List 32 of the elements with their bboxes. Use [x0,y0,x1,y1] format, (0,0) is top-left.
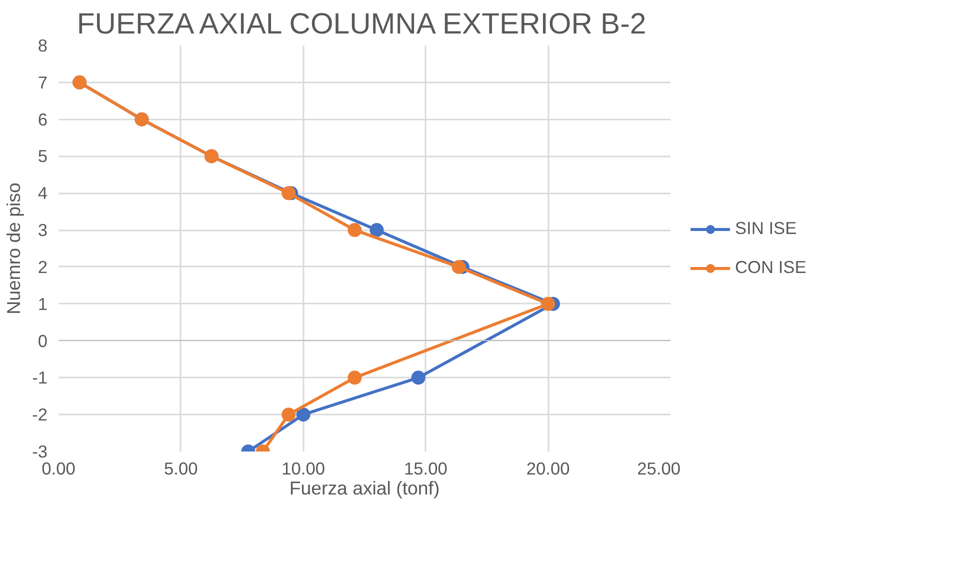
legend-label: CON ISE [735,257,806,278]
point [370,223,384,238]
point [296,408,310,422]
y-tick-label: 2 [38,256,48,277]
point [348,370,362,385]
y-tick-label: 6 [38,109,48,130]
point [452,260,466,274]
x-tick-label: 15.00 [404,458,448,478]
legend-label: SIN ISE [735,218,797,239]
y-axis-title: Nuemro de piso [3,182,24,314]
y-tick-label: 4 [38,183,48,204]
y-tick-label: 0 [38,330,48,351]
x-tick-label: 10.00 [282,458,325,478]
point [541,296,556,311]
y-tick-label: 7 [38,72,48,92]
y-tick-label: 5 [38,146,48,166]
chart-title: FUERZA AXIAL COLUMNA EXTERIOR B-2 [76,8,646,40]
x-tick-label: 25.00 [637,458,681,478]
y-tick-label: -3 [32,442,48,462]
y-tick-label: 3 [38,220,48,240]
x-axis-title: Fuerza axial (tonf) [289,478,440,498]
x-tick-label: 5.00 [164,458,198,478]
point [348,223,362,238]
x-tick-label: 20.00 [526,458,570,478]
point [282,186,296,200]
y-tick-label: -1 [32,368,48,388]
x-tick-label: 0.00 [42,458,76,478]
y-tick-label: -2 [32,404,48,425]
point [411,370,426,385]
y-tick-label: 1 [38,294,48,314]
point [282,408,296,422]
y-tick-label: 8 [38,36,48,56]
